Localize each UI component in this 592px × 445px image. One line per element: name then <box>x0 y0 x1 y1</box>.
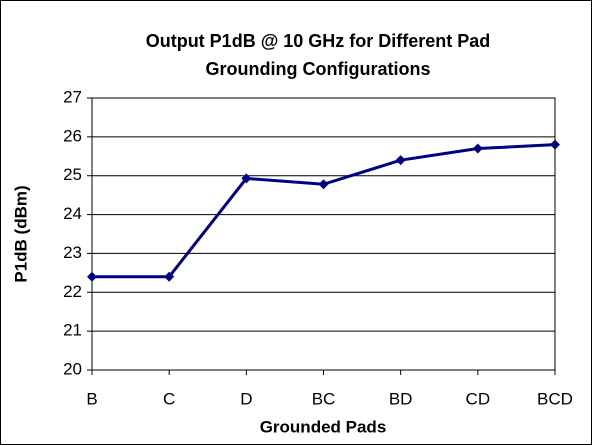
x-tick-label: B <box>86 389 97 408</box>
x-tick-label: C <box>163 389 175 408</box>
y-tick-label: 23 <box>63 243 82 262</box>
x-tick-label: D <box>240 389 252 408</box>
chart-title: Grounding Configurations <box>206 59 431 79</box>
data-point <box>395 155 406 166</box>
data-point <box>550 139 560 150</box>
data-point <box>318 179 329 190</box>
y-tick-label: 25 <box>63 165 82 184</box>
x-tick-label: BD <box>389 389 413 408</box>
y-tick-label: 26 <box>63 126 82 145</box>
x-tick-label: BC <box>312 389 336 408</box>
chart-title: Output P1dB @ 10 GHz for Different Pad <box>146 31 491 51</box>
y-tick-label: 20 <box>63 359 82 378</box>
data-point <box>164 271 175 282</box>
y-tick-label: 27 <box>63 87 82 106</box>
y-axis-title: P1dB (dBm) <box>11 185 30 282</box>
data-point <box>241 173 252 184</box>
y-tick-label: 21 <box>63 321 82 340</box>
data-point <box>87 271 97 282</box>
y-tick-label: 22 <box>63 282 82 301</box>
x-tick-label: CD <box>466 389 491 408</box>
y-tick-label: 24 <box>63 204 82 223</box>
x-tick-label: BCD <box>537 389 573 408</box>
x-axis-title: Grounded Pads <box>260 417 387 436</box>
data-point <box>472 143 483 154</box>
